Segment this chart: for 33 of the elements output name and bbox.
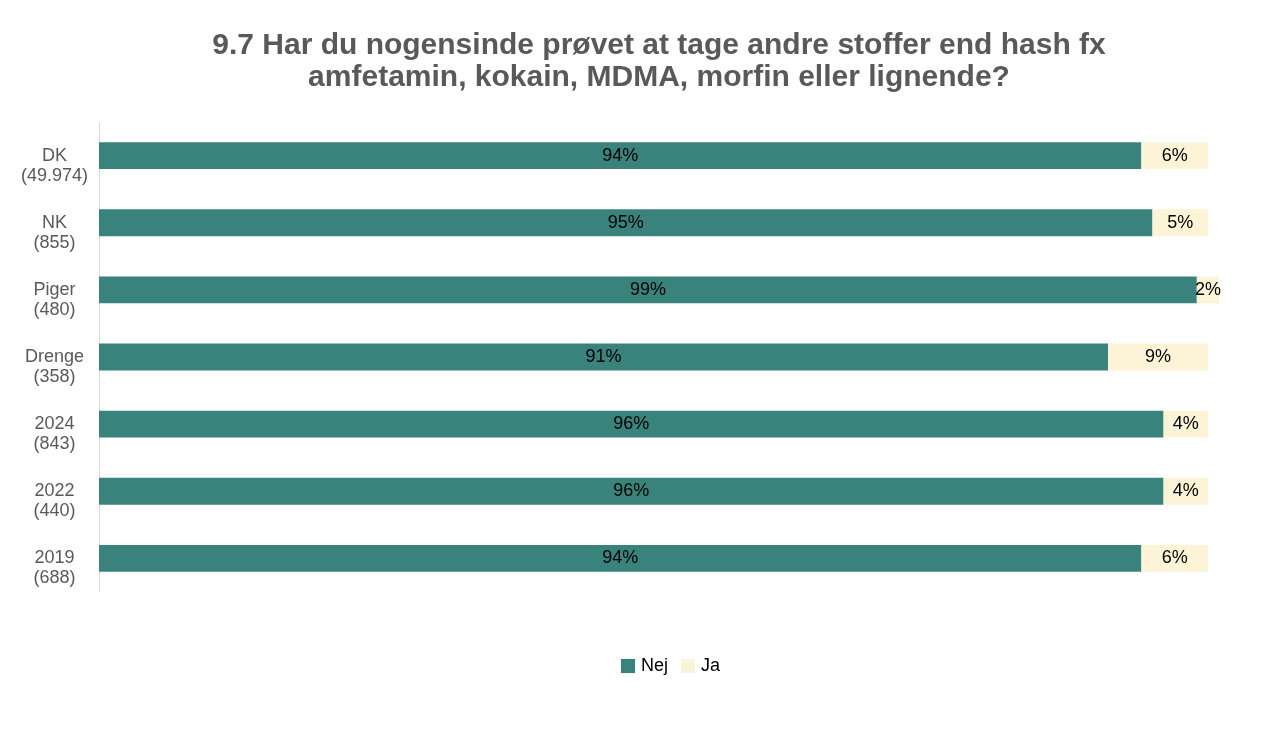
y-tick-label: DK (49.974) — [20, 144, 89, 185]
data-label: 95% — [607, 211, 644, 232]
data-label: 4% — [1172, 413, 1199, 434]
bar — [99, 276, 1197, 304]
data-label: 5% — [1167, 211, 1194, 232]
data-label: 94% — [602, 144, 639, 165]
data-label: 9% — [1145, 346, 1172, 366]
y-tick-label: 2019 (688) — [33, 547, 76, 588]
bar — [99, 545, 1142, 572]
chart-title: 9.7 Har du nogensinde prøvet at tage andre stoffer end hash fx amfetamin, kokain, MDMA, morfin eller lignende? — [212, 27, 1107, 92]
legend-label: Nej — [641, 655, 669, 675]
bar — [99, 142, 1142, 169]
data-label: 6% — [1161, 144, 1188, 165]
data-label: 94% — [602, 547, 639, 568]
data-label: 99% — [629, 278, 666, 299]
bar — [99, 343, 1109, 371]
data-label: 6% — [1161, 547, 1188, 568]
bar — [1141, 545, 1208, 572]
data-label: 96% — [613, 480, 650, 501]
y-tick-label: NK (855) — [33, 211, 76, 252]
y-tick-label: Piger (480) — [33, 278, 76, 319]
data-label: 91% — [585, 346, 622, 366]
data-label: 4% — [1172, 480, 1199, 501]
legend-label: Ja — [701, 655, 721, 675]
data-label: 2% — [1194, 278, 1221, 299]
bar — [99, 410, 1164, 438]
bar — [99, 477, 1164, 505]
bar — [1141, 142, 1208, 169]
data-label: 96% — [613, 413, 650, 434]
y-tick-label: 2022 (440) — [33, 480, 76, 521]
y-tick-label: 2024 (843) — [33, 413, 76, 454]
y-tick-label: Drenge (358) — [24, 346, 85, 386]
bar — [99, 209, 1153, 237]
